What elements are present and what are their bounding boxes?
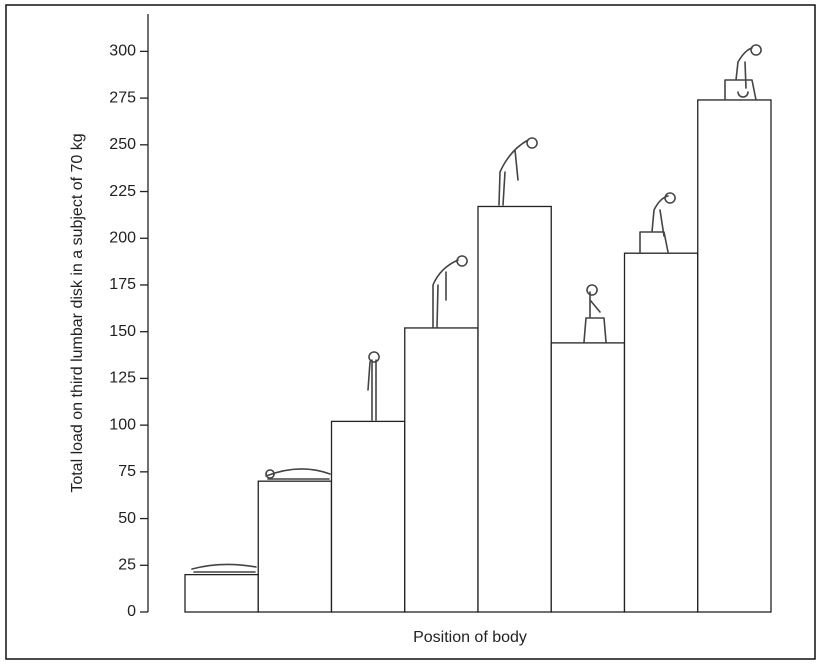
y-tick-label: 225	[109, 183, 136, 200]
page: {"chart_data": { "type": "bar", "ylabel"…	[0, 0, 822, 664]
y-tick-label: 75	[118, 463, 136, 480]
y-tick-label: 25	[118, 557, 136, 574]
y-tick-label: 300	[109, 43, 136, 60]
bar	[332, 421, 405, 612]
y-tick-label: 200	[109, 229, 136, 246]
x-axis-label: Position of body	[413, 629, 527, 646]
y-tick-label: 125	[109, 370, 136, 387]
y-tick-label: 100	[109, 416, 136, 433]
bar	[551, 343, 624, 612]
y-axis-label: Total load on third lumbar disk in a sub…	[69, 133, 86, 492]
bar	[478, 206, 551, 612]
bar	[625, 253, 698, 612]
y-tick-label: 275	[109, 89, 136, 106]
y-tick-label: 50	[118, 510, 136, 527]
y-tick-label: 175	[109, 276, 136, 293]
bar	[405, 328, 478, 612]
bar	[258, 481, 331, 612]
bar	[698, 100, 771, 612]
bar	[185, 575, 258, 612]
chart: Total load on third lumbar disk in a sub…	[0, 0, 822, 664]
y-tick-label: 250	[109, 136, 136, 153]
y-tick-label: 150	[109, 323, 136, 340]
y-tick-label: 0	[127, 603, 136, 620]
